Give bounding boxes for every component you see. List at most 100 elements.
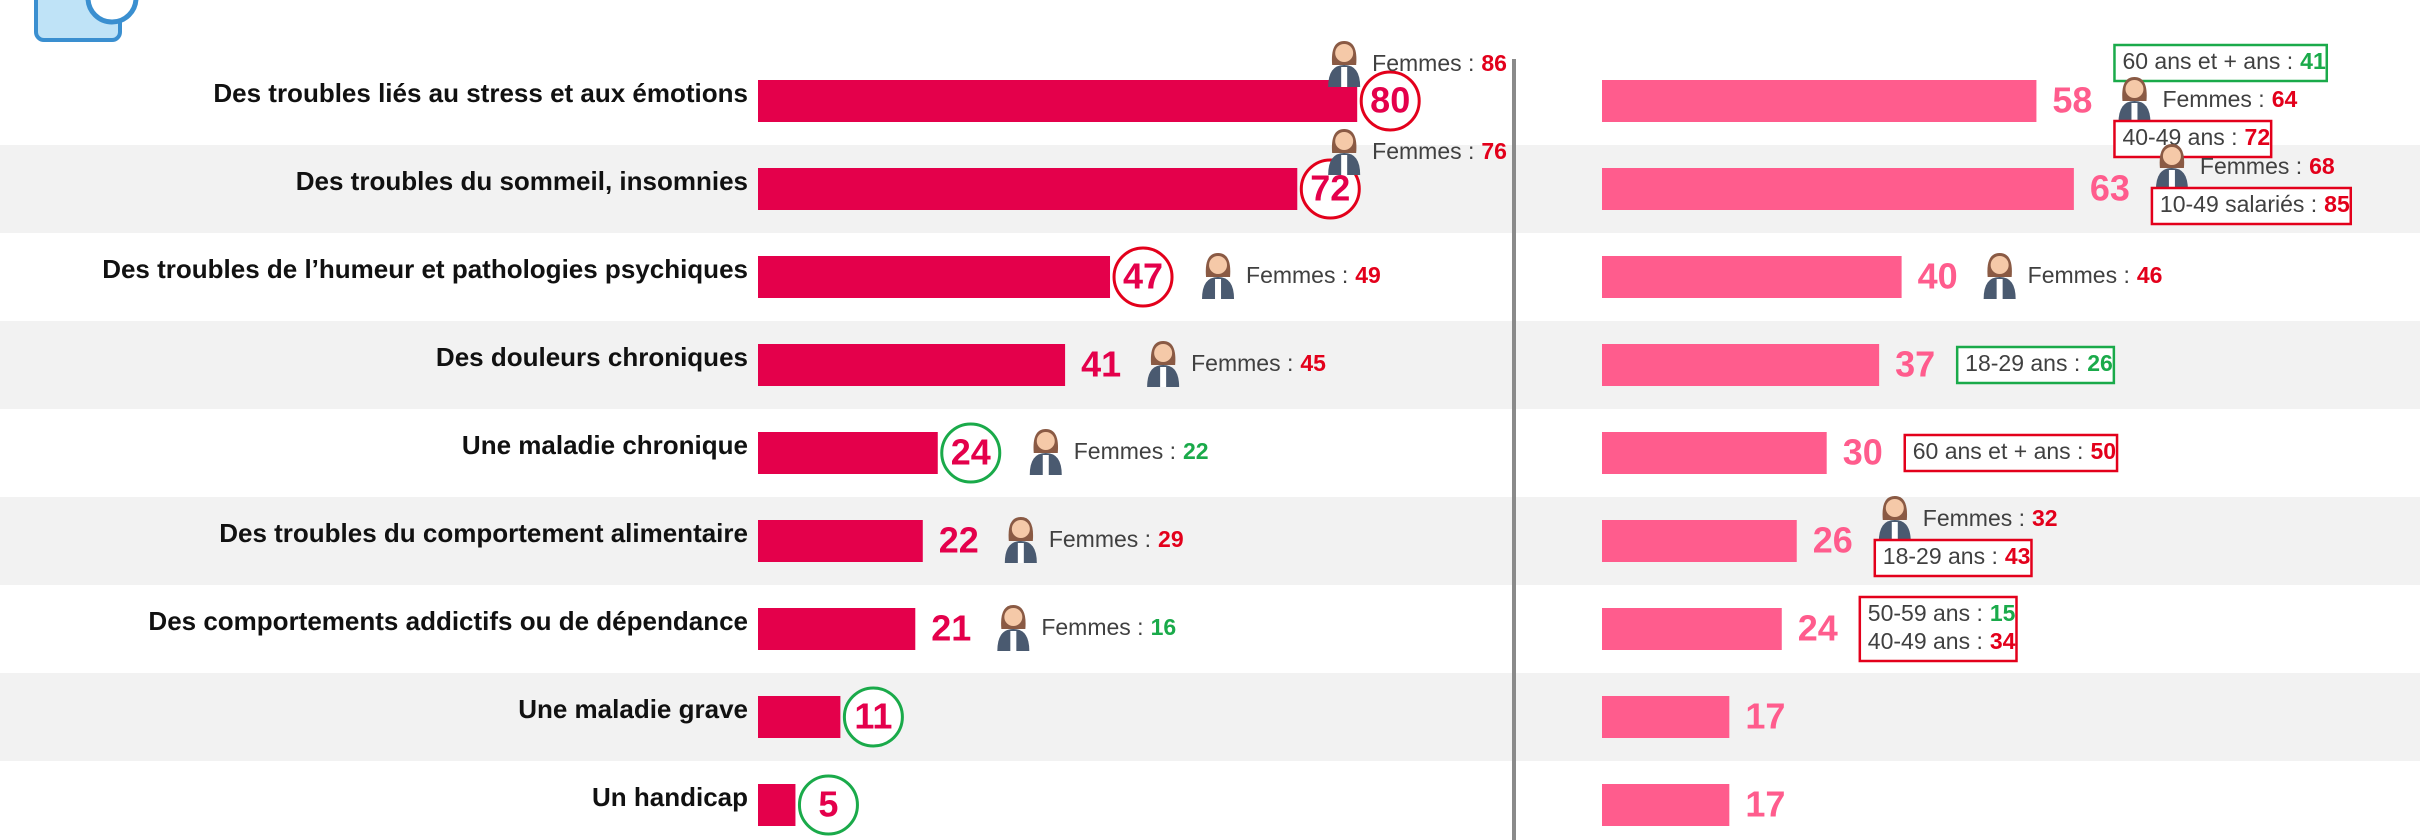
note: Femmes : 49 xyxy=(1202,253,1381,299)
note-value: 45 xyxy=(1300,350,1326,376)
note-label: 60 ans et + ans : xyxy=(1913,438,2084,464)
note-label: 40-49 ans : xyxy=(2122,124,2237,150)
woman-icon xyxy=(997,605,1029,651)
bar xyxy=(758,432,938,474)
category-label: Des troubles de l’humeur et pathologies … xyxy=(102,254,748,284)
note: Femmes :22 xyxy=(1030,429,1209,475)
note-value: 26 xyxy=(2087,350,2113,376)
note-text: 18-29 ans :26 xyxy=(1965,350,2113,376)
chart: Des troubles liés au stress et aux émoti… xyxy=(0,0,2420,840)
bar xyxy=(758,168,1297,210)
note-label: Femmes : xyxy=(1049,526,1151,552)
note-text: Femmes :22 xyxy=(1074,438,1209,464)
note-text: 50-59 ans :15 xyxy=(1868,600,2016,626)
note: 40-49 ans :72 xyxy=(2114,121,2271,157)
value-label: 58 xyxy=(2052,80,2092,121)
category-label: Des comportements addictifs ou de dépend… xyxy=(148,606,748,636)
value-label: 47 xyxy=(1123,256,1163,297)
bar xyxy=(1602,168,2074,210)
icon-head xyxy=(1335,44,1353,62)
note-text: Femmes :76 xyxy=(1372,138,1507,164)
bar xyxy=(1602,784,1729,826)
value-label: 30 xyxy=(1843,432,1883,473)
note-text: Femmes :64 xyxy=(2162,86,2297,112)
bar xyxy=(758,784,795,826)
note: Femmes :86 xyxy=(1328,41,1507,87)
note-text: Femmes :46 xyxy=(2028,262,2163,288)
note: 18-29 ans :26 xyxy=(1957,347,2114,383)
value-label: 17 xyxy=(1745,696,1785,737)
value-label: 40 xyxy=(1918,256,1958,297)
icon-head xyxy=(1991,256,2009,274)
note-value: 22 xyxy=(1183,438,1209,464)
note-value: 46 xyxy=(2137,262,2163,288)
note-label: Femmes : xyxy=(1372,138,1474,164)
bar xyxy=(758,344,1065,386)
icon-shirt xyxy=(1341,67,1347,87)
icon-shirt xyxy=(1997,279,2003,299)
icon-head xyxy=(1886,499,1904,517)
note-value: 49 xyxy=(1355,262,1381,288)
value-label: 63 xyxy=(2090,168,2130,209)
value-label: 21 xyxy=(931,608,971,649)
value-label: 24 xyxy=(951,432,991,473)
bar xyxy=(758,80,1357,122)
icon-head xyxy=(1037,432,1055,450)
note-text: Femmes : 49 xyxy=(1246,262,1381,288)
note-value: 68 xyxy=(2309,153,2335,179)
note: 60 ans et + ans :41 xyxy=(2114,45,2326,81)
note-text: Femmes : 16 xyxy=(1041,614,1176,640)
note-text: Femmes : 32 xyxy=(1923,505,2058,531)
bar xyxy=(758,520,923,562)
value-label: 80 xyxy=(1370,80,1410,121)
row-band xyxy=(0,673,2420,761)
icon-head xyxy=(1012,520,1030,538)
note-value: 41 xyxy=(2300,48,2326,74)
note-label: 40-49 ans : xyxy=(1868,628,1983,654)
note-value: 34 xyxy=(1990,628,2016,654)
note-text: Femmes : 45 xyxy=(1191,350,1326,376)
value-label: 41 xyxy=(1081,344,1121,385)
bar xyxy=(758,256,1110,298)
bar xyxy=(1602,432,1827,474)
note-value: 85 xyxy=(2324,191,2350,217)
value-label: 37 xyxy=(1895,344,1935,385)
icon-head xyxy=(1154,344,1172,362)
note: 18-29 ans :43 xyxy=(1875,540,2032,576)
note-label: Femmes : xyxy=(1246,262,1348,288)
category-label: Des douleurs chroniques xyxy=(436,342,748,372)
bar xyxy=(1602,608,1782,650)
bar xyxy=(1602,696,1729,738)
note-label: Femmes : xyxy=(1372,50,1474,76)
note-value: 32 xyxy=(2032,505,2058,531)
note-text: 18-29 ans :43 xyxy=(1883,543,2031,569)
category-label: Une maladie chronique xyxy=(462,430,748,460)
note-label: 50-59 ans : xyxy=(1868,600,1983,626)
note: Femmes :46 xyxy=(1984,253,2163,299)
category-label: Des troubles du sommeil, insomnies xyxy=(296,166,748,196)
bar xyxy=(1602,344,1879,386)
note-value: 43 xyxy=(2005,543,2031,569)
note-text: Femmes :86 xyxy=(1372,50,1507,76)
note-label: 10-49 salariés : xyxy=(2160,191,2317,217)
woman-icon xyxy=(1202,253,1234,299)
note-value: 16 xyxy=(1151,614,1177,640)
bar xyxy=(1602,520,1797,562)
category-label: Une maladie grave xyxy=(518,694,748,724)
note-label: Femmes : xyxy=(1041,614,1143,640)
icon-shirt xyxy=(1341,155,1347,175)
bar xyxy=(1602,256,1902,298)
icon-shirt xyxy=(1010,631,1016,651)
note-value: 64 xyxy=(2272,86,2298,112)
note-label: Femmes : xyxy=(1923,505,2025,531)
note-label: Femmes : xyxy=(1191,350,1293,376)
value-label: 11 xyxy=(854,696,892,737)
value-label: 24 xyxy=(1798,608,1838,649)
value-label: 22 xyxy=(939,520,979,561)
icon-shirt xyxy=(1018,543,1024,563)
bar xyxy=(758,608,915,650)
icon-shirt xyxy=(1160,367,1166,387)
icon-head xyxy=(2125,80,2143,98)
note-text: 40-49 ans :72 xyxy=(2122,124,2270,150)
